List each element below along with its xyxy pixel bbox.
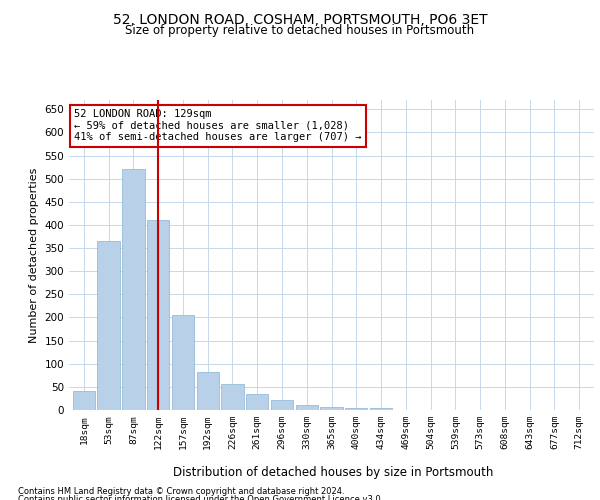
Text: 52, LONDON ROAD, COSHAM, PORTSMOUTH, PO6 3ET: 52, LONDON ROAD, COSHAM, PORTSMOUTH, PO6… [113, 12, 487, 26]
Text: Contains HM Land Registry data © Crown copyright and database right 2024.: Contains HM Land Registry data © Crown c… [18, 488, 344, 496]
Bar [197, 372, 219, 410]
Bar [320, 407, 343, 410]
Bar [73, 392, 95, 410]
Bar [296, 406, 318, 410]
Bar [221, 384, 244, 410]
Bar [97, 241, 120, 410]
Bar [172, 315, 194, 410]
Y-axis label: Number of detached properties: Number of detached properties [29, 168, 39, 342]
Bar [246, 394, 268, 410]
Bar [122, 170, 145, 410]
Bar [345, 408, 367, 410]
Text: Distribution of detached houses by size in Portsmouth: Distribution of detached houses by size … [173, 466, 493, 479]
Text: 52 LONDON ROAD: 129sqm
← 59% of detached houses are smaller (1,028)
41% of semi-: 52 LONDON ROAD: 129sqm ← 59% of detached… [74, 110, 362, 142]
Bar [370, 408, 392, 410]
Text: Size of property relative to detached houses in Portsmouth: Size of property relative to detached ho… [125, 24, 475, 37]
Text: Contains public sector information licensed under the Open Government Licence v3: Contains public sector information licen… [18, 495, 383, 500]
Bar [271, 400, 293, 410]
Bar [147, 220, 169, 410]
